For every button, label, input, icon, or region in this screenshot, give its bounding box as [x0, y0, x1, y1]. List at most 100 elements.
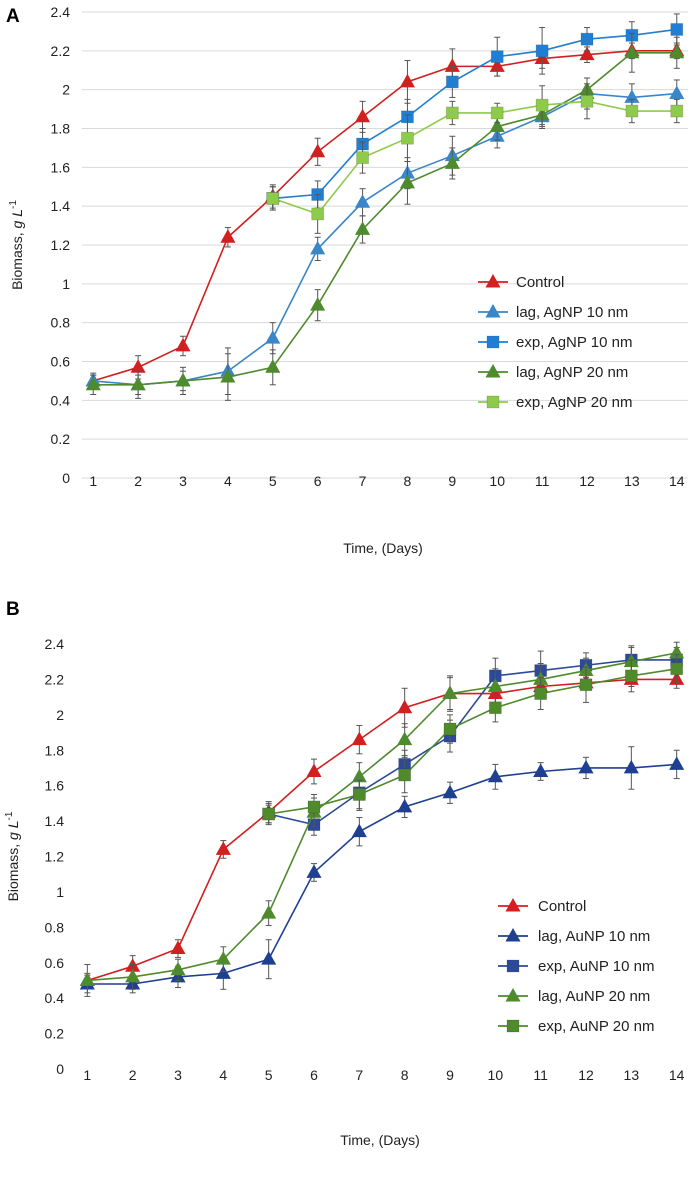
y-tick-label: 1.8 — [51, 121, 71, 137]
y-tick-label: 2.2 — [45, 671, 65, 687]
data-point — [580, 32, 594, 46]
legend-swatch-marker — [506, 1019, 520, 1033]
y-tick-label: 1.6 — [45, 778, 65, 794]
y-tick-label: 1.6 — [51, 159, 71, 175]
data-point — [351, 823, 367, 838]
panel-letter: A — [6, 6, 20, 27]
data-point — [535, 44, 549, 58]
legend-swatch-marker — [505, 927, 521, 942]
x-tick-label: 4 — [224, 473, 232, 489]
series-line — [268, 659, 677, 826]
y-axis-title: Biomass, g L-1 — [8, 200, 25, 290]
data-point — [670, 662, 684, 676]
y-tick-label: 1.4 — [51, 198, 71, 214]
legend-item: Control — [498, 897, 586, 915]
data-point — [307, 800, 321, 814]
data-point — [220, 368, 236, 383]
y-tick-label: 0.8 — [51, 315, 71, 331]
data-point — [445, 75, 459, 89]
data-point — [625, 104, 639, 118]
series-line — [92, 50, 677, 382]
data-point — [310, 297, 326, 311]
data-point — [533, 763, 549, 777]
legend-label: Control — [516, 274, 564, 291]
x-tick-label: 12 — [579, 473, 595, 489]
x-tick-label: 1 — [83, 1067, 91, 1083]
series-line — [272, 28, 677, 200]
legend-swatch-marker — [486, 335, 500, 349]
y-tick-label: 1.2 — [45, 849, 65, 865]
y-tick-label: 1 — [62, 276, 70, 292]
data-point — [306, 763, 322, 777]
legend-swatch-marker — [485, 303, 501, 318]
y-tick-label: 1.4 — [45, 813, 65, 829]
data-point — [175, 337, 191, 352]
series-lag-aunp-20-nm — [79, 641, 685, 997]
y-tick-label: 0.2 — [51, 431, 71, 447]
data-point — [669, 85, 685, 100]
legend-item: lag, AuNP 20 nm — [498, 987, 650, 1005]
y-axis-title-main: Biomass, — [5, 840, 21, 901]
y-tick-label: 0.6 — [51, 354, 71, 370]
x-tick-label: 10 — [488, 1067, 504, 1083]
series-lag-agnp-20-nm — [85, 32, 685, 401]
legend-label: exp, AuNP 20 nm — [538, 1018, 654, 1035]
legend-swatch-marker — [486, 395, 500, 409]
y-tick-label: 0.4 — [51, 392, 71, 408]
x-tick-label: 1 — [89, 473, 97, 489]
data-point — [130, 359, 146, 373]
legend-item: exp, AuNP 10 nm — [498, 958, 654, 975]
legend-label: Control — [538, 898, 586, 915]
y-axis-title-main: Biomass, — [9, 228, 25, 289]
data-point — [170, 940, 186, 955]
legend-label: lag, AgNP 10 nm — [516, 304, 628, 321]
legend: Control lag, AuNP 10 nm exp, AuNP 10 nm lag… — [498, 897, 654, 1035]
data-point — [534, 687, 548, 700]
series-exp-aunp-10-nm — [262, 645, 684, 836]
x-tick-label: 14 — [669, 473, 685, 489]
data-point — [624, 669, 638, 683]
legend-item: lag, AgNP 20 nm — [478, 363, 628, 381]
data-point — [442, 784, 458, 799]
data-point — [490, 106, 504, 120]
data-point — [125, 968, 141, 983]
series-line — [93, 51, 677, 386]
series-line — [87, 678, 677, 982]
data-point — [355, 221, 371, 235]
x-tick-label: 13 — [624, 1067, 640, 1083]
legend-swatch-marker — [505, 987, 521, 1002]
y-axis-title-exponent: -1 — [4, 811, 15, 820]
data-point — [487, 768, 503, 783]
x-tick-label: 9 — [448, 473, 456, 489]
data-point — [352, 788, 366, 801]
y-axis-title: Biomass, g L-1 — [4, 811, 21, 901]
chart-panel-a: A00.20.40.60.811.21.41.61.822.22.41 2 3 4 5 6… — [6, 4, 688, 556]
series-exp-agnp-20-nm — [266, 83, 684, 234]
x-tick-label: 9 — [446, 1067, 454, 1083]
data-point — [444, 155, 460, 169]
data-point — [356, 151, 369, 165]
x-tick-label: 14 — [669, 1067, 685, 1083]
data-point — [266, 191, 280, 205]
data-point — [444, 58, 460, 72]
x-tick-label: 6 — [310, 1067, 318, 1083]
data-point — [265, 330, 281, 344]
data-point — [442, 685, 458, 700]
data-point — [397, 798, 413, 813]
data-point — [175, 372, 191, 387]
panel-letter: B — [6, 599, 20, 620]
data-point — [445, 106, 459, 120]
data-point — [488, 701, 502, 715]
y-tick-label: 2.4 — [51, 4, 71, 20]
data-point — [490, 50, 504, 64]
legend-label: lag, AuNP 20 nm — [538, 988, 650, 1005]
data-point — [261, 951, 277, 965]
legend-label: lag, AuNP 10 nm — [538, 928, 650, 945]
x-tick-label: 11 — [533, 1067, 548, 1083]
x-axis-title: Time, (Days) — [340, 1132, 420, 1148]
legend-label: exp, AuNP 10 nm — [538, 958, 654, 975]
y-tick-label: 0.2 — [45, 1026, 65, 1042]
legend-item: exp, AgNP 20 nm — [478, 394, 632, 411]
data-point — [170, 961, 186, 976]
